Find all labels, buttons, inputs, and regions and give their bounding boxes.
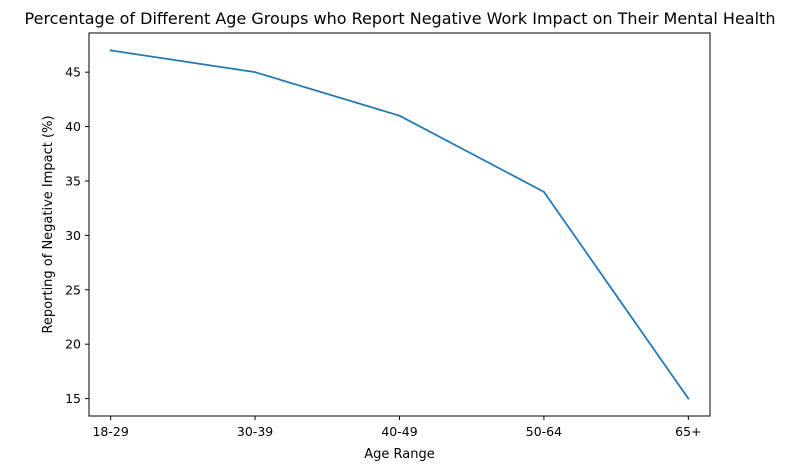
y-tick-label: 30 <box>65 228 81 243</box>
chart-title: Percentage of Different Age Groups who R… <box>25 9 776 28</box>
y-tick-label: 40 <box>65 119 81 134</box>
data-point <box>398 114 401 117</box>
y-tick-label: 45 <box>65 65 81 80</box>
y-tick-label: 15 <box>65 391 81 406</box>
plot-frame <box>88 32 711 417</box>
x-tick-label: 30-39 <box>237 424 273 439</box>
x-axis: 18-29 30-39 40-49 50-64 65+ <box>92 416 702 439</box>
data-point <box>109 49 112 52</box>
x-tick-label: 65+ <box>675 424 701 439</box>
data-point <box>687 397 690 400</box>
y-tick-label: 35 <box>65 173 81 188</box>
y-axis: 15 20 25 30 35 40 45 <box>65 65 89 406</box>
x-tick-label: 40-49 <box>381 424 417 439</box>
x-axis-label: Age Range <box>364 447 434 462</box>
plot-area: 15 20 25 30 35 40 45 18-29 30-39 40-49 50-64 65+ <box>65 32 711 439</box>
y-tick-label: 25 <box>65 282 81 297</box>
y-axis-label: Reporting of Negative Impact (%) <box>41 115 56 333</box>
data-point <box>254 71 256 74</box>
data-point <box>543 190 545 193</box>
series-layer <box>109 49 690 400</box>
y-tick-label: 20 <box>65 337 81 352</box>
x-tick-label: 50-64 <box>526 424 562 439</box>
x-tick-label: 18-29 <box>92 424 128 439</box>
series-line <box>109 49 690 400</box>
